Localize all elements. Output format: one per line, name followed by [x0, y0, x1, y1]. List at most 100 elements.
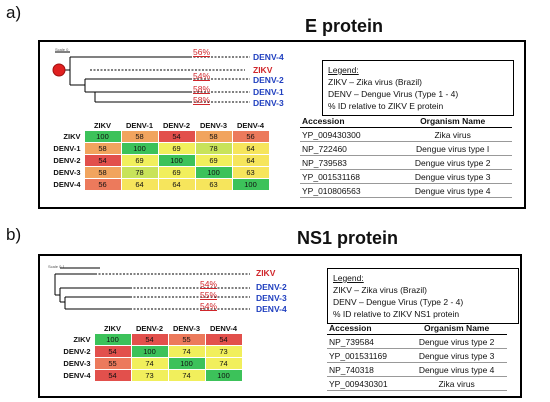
accession-cell: YP_001531168	[300, 169, 394, 184]
accession-cell: YP_009430300	[300, 127, 394, 142]
heatmap-cell: 56	[83, 178, 122, 191]
panel-a-accession-table: Accession Organism Name YP_009430300 Zik…	[300, 115, 512, 198]
organism-cell: Zika virus	[406, 376, 507, 391]
heatmap-cell: 54	[93, 369, 132, 382]
taxon-label-zikv: ZIKV	[253, 65, 273, 75]
percent-label: 54%	[200, 301, 218, 311]
heatmap-cell: 64	[120, 178, 159, 191]
taxon-label-zikv: ZIKV	[256, 268, 276, 278]
heatmap-cell: 54	[130, 333, 169, 346]
heatmap-row-header: ZIKV	[73, 335, 91, 344]
panel-a-title: E protein	[305, 16, 384, 36]
percent-label: 55%	[200, 290, 218, 300]
panel-b-title: NS1 protein	[297, 228, 399, 248]
table-row: NP_722460 Dengue virus type I	[300, 141, 512, 156]
heatmap-row-header: DENV-2	[63, 347, 91, 356]
heatmap-cell: 56	[231, 130, 270, 143]
heatmap-col-header: ZIKV	[93, 120, 112, 130]
heatmap-cell: 54	[93, 345, 132, 358]
legend-line: ZIKV – Zika virus (Brazil)	[328, 77, 422, 87]
panel-a-identity-heatmap: ZIKV DENV-1 DENV-2 DENV-3 DENV-4 ZIKV 10…	[50, 120, 270, 191]
heatmap-cell: 58	[120, 130, 159, 143]
accession-cell: YP_010806563	[300, 183, 394, 198]
heatmap-cell: 100	[231, 178, 270, 191]
table-row: YP_001531169 Dengue virus type 3	[327, 348, 507, 363]
panel-b-letter: b)	[6, 225, 22, 244]
panel-a-letter: a)	[6, 3, 22, 22]
heatmap-col-header: DENV-2	[135, 323, 164, 333]
heatmap-row-header: DENV-4	[63, 371, 91, 380]
heatmap-cell: 74	[130, 357, 169, 370]
heatmap-row-header: DENV-3	[53, 168, 81, 177]
heatmap-col-header: DENV-2	[162, 120, 191, 130]
taxon-label-denv4: DENV-4	[253, 52, 284, 62]
organism-cell: Dengue virus type 2	[393, 155, 512, 170]
heatmap-cell: 69	[157, 142, 196, 155]
taxon-label-denv3: DENV-3	[253, 98, 284, 108]
organism-cell: Dengue virus type 3	[393, 169, 512, 184]
accession-cell: NP_739583	[300, 155, 394, 170]
table-row: YP_001531168 Dengue virus type 3	[300, 169, 512, 184]
heatmap-cell: 73	[204, 345, 243, 358]
heatmap-cell: 78	[194, 142, 233, 155]
accession-cell: YP_001531169	[327, 348, 407, 363]
heatmap-cell: 54	[157, 130, 196, 143]
table-row: YP_010806563 Dengue virus type 4	[300, 183, 512, 198]
heatmap-cell: 69	[157, 166, 196, 179]
heatmap-row-header: ZIKV	[63, 132, 81, 141]
heatmap-cell: 100	[167, 357, 206, 370]
legend-title: Legend:	[328, 65, 359, 75]
heatmap-cell: 69	[120, 154, 159, 167]
heatmap-cell: 58	[83, 166, 122, 179]
percent-label: 58%	[193, 84, 211, 94]
heatmap-cell: 74	[167, 345, 206, 358]
taxon-label-denv2: DENV-2	[253, 75, 284, 85]
organism-cell: Dengue virus type 3	[406, 348, 507, 363]
panel-a-scale-label: Scale 0	[55, 47, 69, 52]
organism-cell: Zika virus	[393, 127, 512, 142]
heatmap-col-header: DENV-3	[199, 120, 228, 130]
accession-cell: NP_722460	[300, 141, 394, 156]
taxon-label-denv1: DENV-1	[253, 87, 284, 97]
table-row: NP_740318 Dengue virus type 4	[327, 362, 507, 377]
heatmap-row-header: DENV-4	[53, 180, 81, 189]
panel-b-accession-table: Accession Organism Name NP_739584 Dengue…	[327, 322, 507, 391]
organism-cell: Dengue virus type I	[393, 141, 512, 156]
heatmap-col-header: DENV-1	[125, 120, 154, 130]
heatmap-cell: 55	[167, 333, 206, 346]
legend-line: % ID relative to ZIKV E protein	[328, 101, 444, 111]
panel-b-scale-label: Scale 0.1	[48, 264, 65, 269]
heatmap-row-header: DENV-1	[53, 144, 81, 153]
table-header-accession: Accession	[327, 322, 407, 335]
taxon-label-denv3: DENV-3	[256, 293, 287, 303]
percent-label: 56%	[193, 47, 211, 57]
percent-label: 54%	[193, 71, 211, 81]
heatmap-cell: 55	[93, 357, 132, 370]
heatmap-cell: 73	[130, 369, 169, 382]
heatmap-cell: 100	[130, 345, 169, 358]
legend-line: DENV – Dengue Virus (Type 1 - 4)	[328, 89, 459, 99]
heatmap-cell: 54	[83, 154, 122, 167]
heatmap-cell: 64	[157, 178, 196, 191]
table-row: NP_739584 Dengue virus type 2	[327, 334, 507, 349]
legend-line: % ID relative to ZIKV NS1 protein	[333, 309, 460, 319]
heatmap-cell: 100	[93, 333, 132, 346]
table-header-accession: Accession	[300, 115, 394, 128]
heatmap-row-header: DENV-2	[53, 156, 81, 165]
accession-cell: YP_009430301	[327, 376, 407, 391]
organism-cell: Dengue virus type 4	[406, 362, 507, 377]
percent-label: 54%	[200, 279, 218, 289]
panel-b-legend: Legend: ZIKV – Zika virus (Brazil) DENV …	[327, 268, 519, 324]
heatmap-cell: 100	[204, 369, 243, 382]
heatmap-cell: 100	[83, 130, 122, 143]
heatmap-col-header: DENV-4	[209, 323, 238, 333]
legend-title: Legend:	[333, 273, 364, 283]
heatmap-cell: 54	[204, 333, 243, 346]
organism-cell: Dengue virus type 2	[406, 334, 507, 349]
panel-b-identity-heatmap: ZIKV DENV-2 DENV-3 DENV-4 ZIKV 100 54 55…	[60, 323, 243, 382]
organism-cell: Dengue virus type 4	[393, 183, 512, 198]
heatmap-row-header: DENV-3	[63, 359, 91, 368]
heatmap-cell: 64	[231, 154, 270, 167]
